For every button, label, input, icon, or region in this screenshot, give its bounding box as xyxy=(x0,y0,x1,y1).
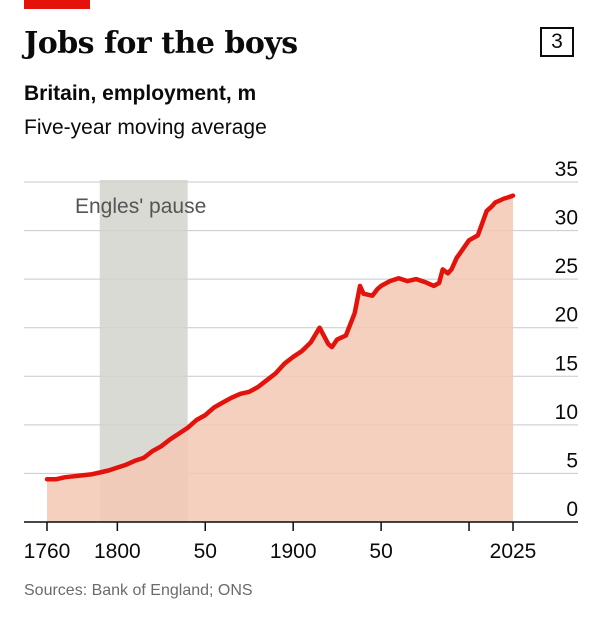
y-tick-label: 20 xyxy=(555,304,578,327)
series-line xyxy=(44,193,516,482)
x-tick-label: 1760 xyxy=(24,540,71,563)
x-tick-label: 2025 xyxy=(490,540,537,563)
y-tick-label: 30 xyxy=(555,207,578,230)
x-tick-label: 50 xyxy=(369,540,392,563)
x-tick-label: 50 xyxy=(194,540,217,563)
annotation-label: Engles' pause xyxy=(75,195,206,218)
chart-note: Five-year moving average xyxy=(24,116,267,139)
chart-subtitle: Britain, employment, m xyxy=(24,82,257,105)
series-area xyxy=(47,195,513,522)
y-tick-label: 35 xyxy=(555,158,578,181)
y-tick-label: 0 xyxy=(566,498,578,521)
y-tick-label: 25 xyxy=(555,255,578,278)
y-tick-label: 10 xyxy=(555,401,578,424)
chart-number-badge: 3 xyxy=(540,27,574,57)
accent-bar xyxy=(24,0,90,9)
chart-title: Jobs for the boys xyxy=(24,26,298,61)
y-tick-label: 5 xyxy=(566,449,578,472)
source-note: Sources: Bank of England; ONS xyxy=(24,582,253,599)
y-tick-label: 15 xyxy=(555,352,578,375)
x-tick-label: 1800 xyxy=(94,540,141,563)
x-tick-label: 1900 xyxy=(270,540,317,563)
